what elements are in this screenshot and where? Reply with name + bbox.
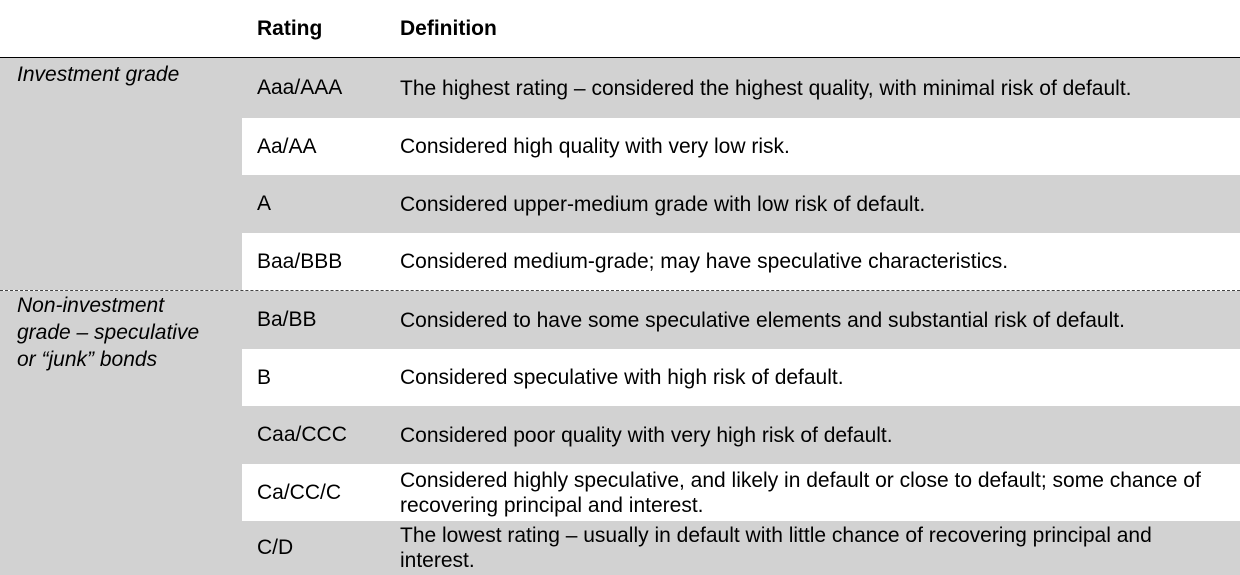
table-row: C/D The lowest rating – usually in defau… (242, 521, 1240, 575)
column-header-definition: Definition (400, 17, 497, 40)
definition-cell: The highest rating – considered the high… (400, 76, 1132, 100)
table-row: Baa/BBB Considered medium-grade; may hav… (242, 233, 1240, 290)
rating-cell: A (257, 192, 272, 215)
table-row: Ca/CC/C Considered highly speculative, a… (242, 464, 1240, 521)
table-row: Ba/BB Considered to have some speculativ… (242, 291, 1240, 349)
rating-cell: C/D (257, 536, 294, 559)
rating-cell: B (257, 365, 272, 389)
definition-cell: The lowest rating – usually in default w… (400, 524, 1152, 572)
table-row: A Considered upper-medium grade with low… (242, 175, 1240, 233)
definition-cell: Considered upper-medium grade with low r… (400, 192, 926, 216)
table-row: Aa/AA Considered high quality with very … (242, 118, 1240, 175)
table-row: Aaa/AAA The highest rating – considered … (242, 58, 1240, 118)
group-divider (0, 290, 1240, 291)
group-label: Non-investment grade – speculative or “j… (17, 294, 200, 371)
rating-cell: Ba/BB (257, 308, 317, 331)
definition-cell: Considered speculative with high risk of… (400, 366, 844, 389)
table-row: B Considered speculative with high risk … (242, 349, 1240, 406)
rating-cell: Baa/BBB (257, 249, 343, 273)
rating-cell: Ca/CC/C (257, 480, 342, 504)
definition-cell: Considered poor quality with very high r… (400, 423, 893, 447)
group-non-investment-grade: Non-investment grade – speculative or “j… (0, 291, 242, 575)
group-investment-grade: Investment grade (0, 58, 242, 290)
definition-cell: Considered to have some speculative elem… (400, 308, 1125, 332)
definition-cell: Considered highly speculative, and likel… (400, 468, 1201, 517)
group-label: Investment grade (17, 63, 180, 86)
rating-cell: Aaa/AAA (257, 76, 343, 99)
table-header: Rating Definition (0, 0, 1240, 58)
rating-cell: Aa/AA (257, 134, 317, 158)
definition-cell: Considered medium-grade; may have specul… (400, 250, 1009, 273)
rating-cell: Caa/CCC (257, 423, 347, 446)
definition-cell: Considered high quality with very low ri… (400, 135, 790, 158)
column-header-rating: Rating (257, 17, 323, 40)
table-row: Caa/CCC Considered poor quality with ver… (242, 406, 1240, 464)
